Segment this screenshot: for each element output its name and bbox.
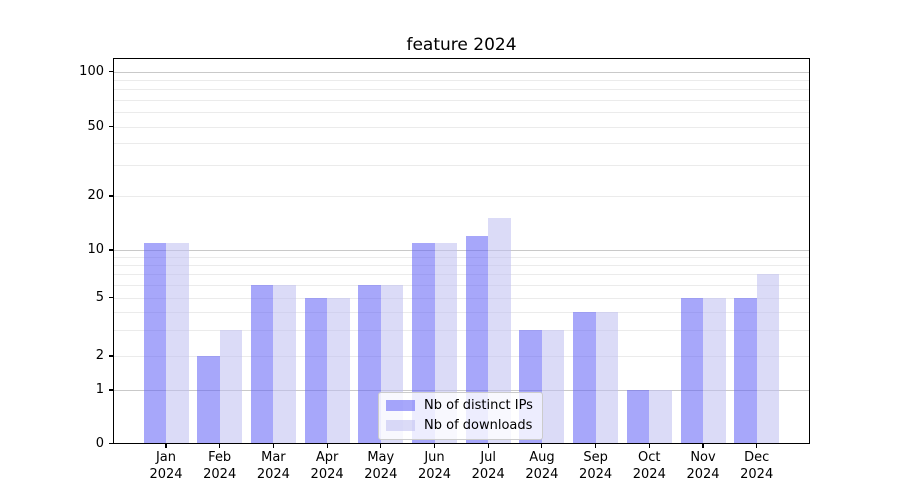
x-tick-mark [272,444,274,448]
bar-apr-2024-distinct-ips [304,297,328,443]
y-tick-mark [109,296,113,299]
bar-nov-2024-downloads [703,297,726,443]
x-tick-mark [648,444,650,448]
x-tick-label: Dec 2024 [740,450,774,482]
y-tick-mark [109,125,113,128]
x-tick-mark [541,444,543,448]
x-tick-label: Jul 2024 [471,450,505,482]
gridline-major [114,390,809,391]
y-tick-label: 20 [87,188,104,203]
y-tick-mark [109,442,113,445]
x-tick-label: Apr 2024 [310,450,344,482]
gridline-minor [114,165,809,167]
y-tick-label: 5 [95,289,104,305]
legend-item-downloads: Nb of downloads [386,418,533,433]
x-tick-mark [326,444,328,448]
y-tick-label: 100 [79,63,104,79]
bar-mar-2024-distinct-ips [250,285,274,443]
gridline-minor [114,356,809,357]
y-tick-label: 0 [95,435,104,451]
y-tick-label: 50 [87,118,104,134]
y-tick-mark [109,249,113,251]
y-tick-mark [109,389,113,391]
bar-mar-2024-downloads [273,285,296,443]
y-tick-mark [109,355,113,357]
legend-label-downloads: Nb of downloads [424,418,533,433]
gridline-major [114,71,809,73]
gridline-minor [114,126,809,128]
plot-area [113,58,810,444]
bar-jul-2024-distinct-ips [465,235,489,443]
gridlines-layer [114,59,809,443]
gridline-minor [114,89,809,91]
y-tick-mark [109,195,113,197]
bar-dec-2024-distinct-ips [734,297,757,443]
legend-item-distinct-ips: Nb of distinct IPs [386,398,533,413]
legend-label-distinct-ips: Nb of distinct IPs [424,398,533,413]
x-tick-label: Sep 2024 [579,450,613,482]
x-tick-mark [702,444,704,448]
x-tick-mark [756,444,758,448]
bar-jan-2024-distinct-ips [143,242,166,443]
x-tick-label: Jun 2024 [417,450,452,482]
chart-title: feature 2024 [406,35,517,55]
bar-nov-2024-distinct-ips [680,297,703,443]
x-tick-label: Oct 2024 [632,450,666,482]
bar-apr-2024-downloads [327,297,350,443]
y-tick-label: 2 [95,348,104,363]
legend-swatch-distinct-ips [386,400,415,411]
legend-swatch-downloads [386,420,415,431]
gridline-minor [114,143,809,145]
x-tick-mark [219,444,221,448]
bar-feb-2024-distinct-ips [197,356,220,443]
legend: Nb of distinct IPs Nb of downloads [378,392,543,440]
bar-aug-2024-downloads [541,330,565,443]
gridline-minor [114,196,809,197]
gridline-minor [114,257,809,259]
x-tick-label: Mar 2024 [256,450,290,482]
gridline-minor [114,79,809,81]
gridline-major [114,250,809,251]
gridline-minor [114,112,809,114]
y-tick-mark [109,70,113,73]
x-tick-mark [487,444,489,448]
x-tick-label: Aug 2024 [525,450,559,482]
bar-jul-2024-downloads [488,218,511,443]
x-tick-mark [380,444,382,448]
gridline-minor [114,99,809,101]
x-tick-mark [165,444,167,448]
bar-dec-2024-downloads [756,274,780,443]
bar-feb-2024-downloads [219,330,243,443]
bar-jan-2024-downloads [166,242,189,443]
gridline-minor [114,311,809,313]
gridline-minor [114,297,809,299]
x-tick-mark [433,444,436,448]
gridline-minor [114,274,809,276]
x-tick-label: May 2024 [364,450,398,482]
bar-sep-2024-downloads [595,311,619,443]
y-tick-label: 10 [87,242,104,257]
bar-may-2024-distinct-ips [358,285,381,443]
x-tick-mark [595,444,597,448]
y-tick-label: 1 [95,382,104,397]
bars-layer [114,59,809,443]
gridline-minor [114,285,809,286]
bar-oct-2024-downloads [649,390,672,443]
bar-oct-2024-distinct-ips [626,390,650,443]
gridline-minor [114,330,809,332]
x-tick-label: Nov 2024 [686,450,720,482]
bar-sep-2024-distinct-ips [573,311,596,443]
gridline-minor [114,265,809,267]
x-tick-label: Jan 2024 [149,450,183,482]
x-tick-label: Feb 2024 [203,450,237,482]
